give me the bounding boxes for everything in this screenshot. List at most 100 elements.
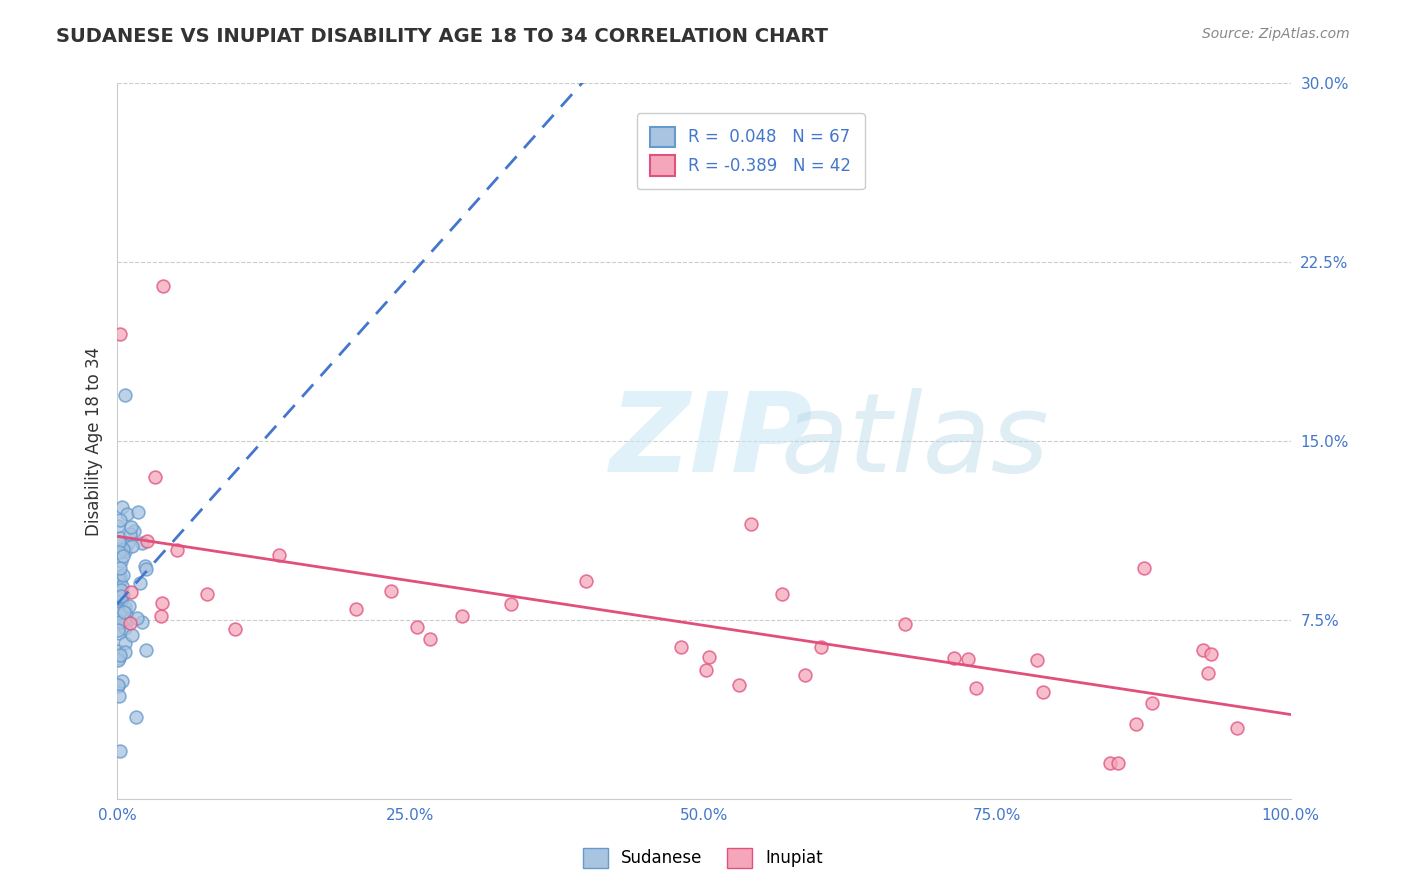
Point	[112, 613, 135, 627]
Point	[195, 587, 218, 601]
Point	[114, 599, 136, 614]
Legend: Sudanese, Inupiat: Sudanese, Inupiat	[576, 841, 830, 875]
Point	[111, 500, 134, 514]
Point	[118, 599, 141, 613]
Point	[108, 513, 131, 527]
Point	[134, 559, 156, 574]
Point	[107, 607, 129, 622]
Point	[143, 470, 166, 484]
Point	[111, 549, 134, 563]
Point	[108, 569, 131, 583]
Point	[107, 601, 129, 615]
Point	[112, 568, 135, 582]
Point	[125, 709, 148, 723]
Point	[1125, 717, 1147, 731]
Point	[107, 653, 129, 667]
Point	[150, 609, 173, 624]
Point	[1197, 665, 1219, 680]
Point	[943, 650, 966, 665]
Point	[107, 624, 129, 638]
Point	[107, 518, 129, 533]
Point	[380, 583, 402, 598]
Point	[135, 562, 157, 576]
Point	[114, 636, 136, 650]
Point	[108, 607, 131, 621]
Text: ZIP: ZIP	[610, 388, 814, 494]
Point	[740, 516, 762, 531]
Point	[419, 632, 441, 646]
Point	[107, 626, 129, 640]
Point	[110, 554, 132, 568]
Point	[344, 602, 367, 616]
Point	[118, 615, 141, 630]
Y-axis label: Disability Age 18 to 34: Disability Age 18 to 34	[86, 346, 103, 536]
Point	[108, 531, 131, 545]
Point	[120, 585, 142, 599]
Point	[107, 570, 129, 584]
Point	[727, 678, 749, 692]
Point	[121, 628, 143, 642]
Point	[112, 605, 135, 619]
Point	[125, 611, 148, 625]
Point	[107, 644, 129, 658]
Point	[136, 534, 159, 549]
Point	[111, 673, 134, 688]
Point	[224, 622, 246, 636]
Point	[122, 524, 145, 538]
Point	[108, 613, 131, 627]
Point	[114, 544, 136, 558]
Text: atlas: atlas	[780, 388, 1049, 494]
Point	[114, 645, 136, 659]
Point	[110, 744, 132, 758]
Point	[152, 279, 174, 293]
Point	[108, 615, 131, 629]
Point	[131, 615, 153, 629]
Point	[108, 571, 131, 585]
Point	[1032, 684, 1054, 698]
Point	[894, 617, 917, 632]
Point	[121, 539, 143, 553]
Point	[107, 590, 129, 604]
Point	[110, 582, 132, 597]
Point	[118, 527, 141, 541]
Point	[770, 587, 793, 601]
Point	[117, 535, 139, 549]
Point	[1226, 721, 1249, 735]
Point	[1026, 653, 1049, 667]
Point	[150, 596, 173, 610]
Text: Source: ZipAtlas.com: Source: ZipAtlas.com	[1202, 27, 1350, 41]
Legend: R =  0.048   N = 67, R = -0.389   N = 42: R = 0.048 N = 67, R = -0.389 N = 42	[637, 113, 865, 189]
Text: SUDANESE VS INUPIAT DISABILITY AGE 18 TO 34 CORRELATION CHART: SUDANESE VS INUPIAT DISABILITY AGE 18 TO…	[56, 27, 828, 45]
Point	[135, 642, 157, 657]
Point	[957, 652, 980, 666]
Point	[108, 326, 131, 341]
Point	[107, 545, 129, 559]
Point	[114, 388, 136, 402]
Point	[107, 679, 129, 693]
Point	[793, 668, 815, 682]
Point	[108, 535, 131, 549]
Point	[110, 648, 132, 663]
Point	[1142, 696, 1164, 710]
Point	[120, 520, 142, 534]
Point	[695, 664, 717, 678]
Point	[671, 640, 693, 654]
Point	[501, 597, 523, 611]
Point	[115, 607, 138, 621]
Point	[699, 649, 721, 664]
Point	[107, 601, 129, 615]
Point	[131, 536, 153, 550]
Point	[107, 678, 129, 692]
Point	[107, 604, 129, 618]
Point	[127, 505, 149, 519]
Point	[108, 689, 131, 703]
Point	[575, 574, 598, 589]
Point	[267, 548, 290, 562]
Point	[810, 640, 832, 655]
Point	[1133, 561, 1156, 575]
Point	[110, 589, 132, 603]
Point	[112, 588, 135, 602]
Point	[108, 593, 131, 607]
Point	[112, 541, 135, 556]
Point	[129, 576, 152, 591]
